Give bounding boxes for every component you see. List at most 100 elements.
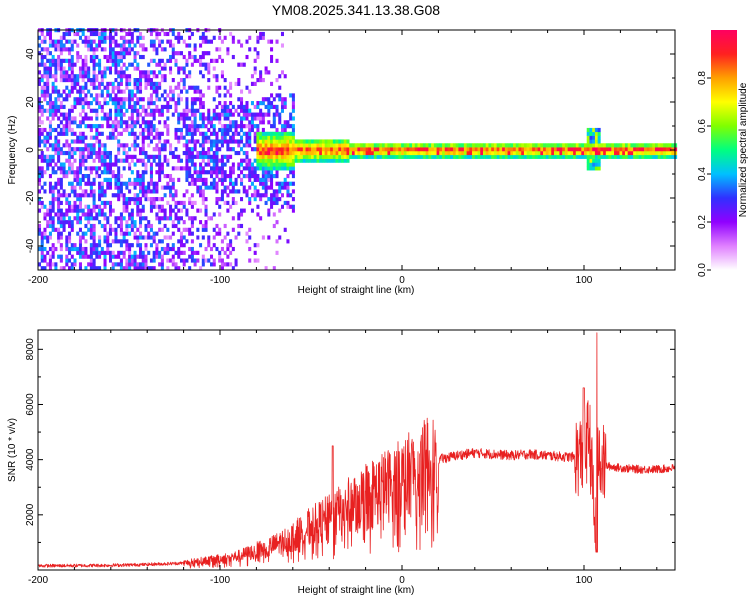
spectrogram-cell — [280, 97, 284, 102]
spectrogram-cell — [57, 124, 61, 129]
spectrogram-cell — [114, 116, 118, 121]
spectrogram-cell — [212, 181, 216, 186]
spectrogram-cell — [294, 147, 298, 152]
spectrogram-cell — [111, 127, 115, 133]
spectrogram-cell — [59, 47, 63, 52]
spectrogram-cell — [114, 43, 118, 48]
spectrogram-cell — [270, 197, 274, 202]
spectrogram-cell — [256, 150, 260, 156]
spectrogram-cell — [179, 51, 183, 56]
spectrogram-cell — [201, 139, 205, 144]
spectrogram-cell — [163, 66, 167, 71]
spectrogram-cell — [212, 150, 216, 156]
spectrogram-cell — [240, 43, 244, 48]
spectrogram-cell — [103, 262, 107, 267]
spectrogram-cell — [155, 154, 159, 159]
spectrogram-cell — [278, 150, 282, 156]
spectrogram-cell — [144, 193, 148, 198]
spectrogram-cell — [220, 197, 224, 202]
spectrogram-cell — [43, 35, 47, 40]
spectrogram-cell — [155, 181, 159, 186]
spectrogram-cell — [341, 143, 345, 148]
spectrogram-cell — [136, 112, 140, 117]
spectrogram-cell — [92, 62, 96, 67]
spectrogram-cell — [48, 223, 52, 229]
spectrogram-cell — [248, 135, 252, 140]
spectrogram-cell — [248, 127, 252, 133]
spectrogram-cell — [160, 108, 164, 113]
spectrogram-cell — [671, 143, 675, 148]
spectrogram-cell — [38, 120, 42, 125]
spectrogram-cell — [139, 35, 143, 40]
spectrogram-cell — [270, 181, 274, 186]
spectrogram-cell — [147, 81, 151, 86]
spectrogram-cell — [108, 243, 113, 248]
spectrogram-cell — [163, 143, 167, 148]
spectrogram-cell — [163, 235, 167, 240]
spectrogram-cell — [133, 93, 137, 98]
snr-y-label: SNR (10 * v/v) — [7, 418, 18, 482]
spectrogram-cell — [68, 216, 72, 221]
spectrogram-cell — [267, 120, 271, 125]
spectrogram-cell — [87, 39, 91, 44]
spectrogram-cell — [237, 143, 241, 148]
spectrogram-cell — [155, 147, 159, 152]
spectrogram-cell — [48, 174, 52, 179]
spectrogram-cell — [92, 223, 96, 229]
spectrogram-cell — [57, 89, 61, 94]
spectrogram-cell — [139, 200, 143, 206]
spectrogram-cell — [98, 193, 102, 198]
spectrogram-cell — [78, 150, 82, 156]
spectrogram-cell — [81, 74, 85, 79]
spectrogram-cell — [278, 112, 282, 117]
spectrogram-cell — [130, 258, 134, 263]
spectrogram-cell — [119, 266, 123, 271]
spectrogram-cell — [57, 154, 61, 159]
spectrogram-cell — [100, 181, 104, 186]
spectrogram-cell — [158, 112, 162, 117]
spectrogram-cell — [103, 239, 107, 244]
spectrogram-cell — [149, 81, 153, 86]
spectrogram-cell — [108, 112, 113, 117]
spectrogram-cell — [119, 101, 123, 106]
spectrogram-cell — [278, 185, 282, 190]
spectrogram-cell — [171, 154, 175, 159]
spectrogram-cell — [275, 200, 279, 206]
spectrogram-cell — [51, 54, 55, 60]
spectrogram-cell — [270, 204, 274, 209]
spectrogram-cell — [87, 43, 91, 48]
spectrogram-cell — [412, 150, 416, 156]
spectrogram-cell — [81, 101, 85, 106]
spectrogram-cell — [51, 147, 55, 152]
spectrogram-cell — [158, 162, 162, 167]
spectrogram-cell — [209, 158, 214, 163]
spectrogram-cell — [188, 124, 192, 129]
spectrogram-cell — [155, 74, 159, 79]
spectrogram-cell — [204, 181, 208, 186]
spectrogram-cell — [136, 120, 140, 125]
spectrogram-cell — [169, 143, 173, 148]
spectrogram-cell — [185, 158, 189, 163]
spectrogram-cell — [59, 166, 63, 171]
spectrogram-cell — [215, 131, 219, 136]
spectrogram-cell — [237, 212, 241, 217]
spectrogram-cell — [133, 250, 137, 255]
spectrogram-cell — [253, 147, 257, 152]
spectrogram-cell — [597, 158, 601, 163]
spectrogram-cell — [46, 158, 50, 163]
spectrogram-cell — [68, 51, 72, 56]
spectrogram-cell — [92, 246, 96, 252]
spectrogram-cell — [248, 108, 252, 113]
spectrogram-cell — [122, 254, 126, 259]
spectrogram-cell — [253, 112, 257, 117]
spectrogram-cell — [199, 58, 203, 63]
spectrogram-cell — [136, 193, 140, 198]
spectrogram-cell — [81, 246, 85, 252]
spectrogram-cell — [381, 150, 386, 156]
spectrogram-cell — [209, 154, 214, 159]
spectrogram-cell — [253, 250, 257, 255]
spectrogram-cell — [267, 212, 271, 217]
spectrogram-cell — [177, 112, 181, 117]
spectrogram-cell — [204, 139, 208, 144]
